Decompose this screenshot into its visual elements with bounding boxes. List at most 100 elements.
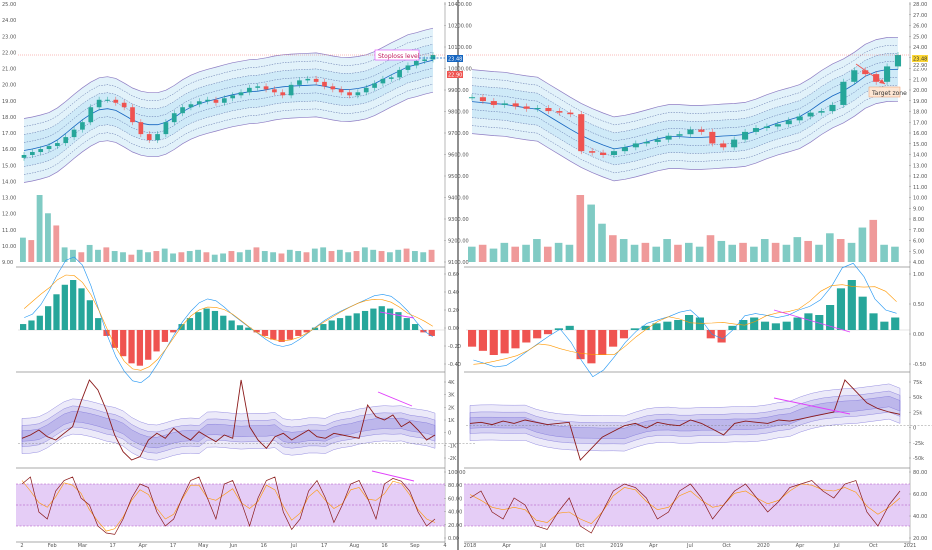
right-x-axis: 2018 Apr Jul Oct 2019 Apr Jul Oct 2020 Apr Jul Oct 2… bbox=[464, 543, 917, 549]
right-volume-bar bbox=[652, 246, 661, 262]
left-candle bbox=[238, 92, 244, 96]
right-macd-bar bbox=[565, 325, 574, 330]
right-candle bbox=[490, 101, 497, 105]
right-x-tick: 2018 bbox=[464, 543, 477, 549]
right-volume-bar bbox=[522, 244, 530, 262]
right-y-tick: 1.00 bbox=[913, 272, 924, 278]
left-candle bbox=[188, 104, 194, 108]
right-band-upper-1 bbox=[471, 45, 899, 126]
left-x-tick: Sep bbox=[410, 543, 419, 549]
left-stoch-d-line bbox=[21, 480, 436, 532]
left-candle bbox=[63, 137, 69, 144]
left-macd-bar bbox=[303, 330, 310, 333]
right-x-tick: 2019 bbox=[610, 543, 623, 549]
left-macd-bar bbox=[78, 288, 85, 330]
left-macd-bar bbox=[320, 324, 327, 330]
left-volume-bar bbox=[145, 252, 151, 262]
left-band-lower-1 bbox=[23, 83, 434, 175]
right-osc-band-0 bbox=[469, 383, 901, 452]
left-band-upper-3 bbox=[23, 51, 434, 143]
left-volume-bar bbox=[428, 249, 435, 262]
left-volume-bar bbox=[420, 252, 427, 262]
right-y-tick: 27.00 bbox=[913, 13, 927, 19]
right-macd-bar bbox=[815, 315, 824, 330]
right-macd-bar bbox=[543, 330, 553, 335]
left-macd-bar bbox=[395, 312, 402, 330]
left-x-tick: 16 bbox=[381, 543, 387, 549]
right-macd-bar bbox=[522, 330, 531, 343]
left-volume-bar bbox=[45, 213, 51, 262]
right-macd-bar bbox=[858, 296, 867, 330]
right-volume-bar bbox=[609, 235, 617, 262]
left-macd-axis: 0.60 0.40 0.20 0.00 -0.20 -0.40 bbox=[444, 272, 461, 368]
left-x-tick: 17 bbox=[170, 543, 176, 549]
right-y-tick: 16.00 bbox=[913, 131, 927, 137]
right-candle bbox=[829, 104, 836, 112]
right-candle bbox=[894, 55, 902, 67]
left-macd-fast-line bbox=[24, 256, 433, 384]
left-y-tick: 60.00 bbox=[448, 496, 462, 502]
left-inner-y-tick: 18.00 bbox=[2, 115, 16, 121]
right-volume-bar bbox=[695, 246, 704, 262]
right-macd-bar bbox=[760, 321, 770, 330]
left-inner-y-tick: 14.00 bbox=[2, 179, 16, 185]
right-macd-bar bbox=[511, 330, 520, 349]
left-osc-trend-line bbox=[377, 391, 413, 407]
left-x-tick: 17 bbox=[109, 543, 115, 549]
right-volume-bar bbox=[674, 244, 682, 262]
left-macd-bar bbox=[203, 308, 210, 330]
right-macd-bar bbox=[468, 330, 477, 347]
right-band-lower-1 bbox=[471, 93, 899, 174]
right-volume-bar bbox=[685, 242, 693, 262]
right-y-tick: 50k bbox=[913, 395, 922, 401]
right-mid-line bbox=[471, 68, 899, 150]
left-volume-bar bbox=[61, 247, 68, 262]
right-candle bbox=[621, 147, 628, 152]
right-volume-panel bbox=[468, 195, 899, 262]
left-y-tick: 10100.00 bbox=[448, 45, 472, 51]
right-macd-panel: 1.00 0.50 0.00 -0.50 bbox=[466, 262, 926, 378]
left-candle bbox=[338, 89, 344, 93]
left-inner-y-tick: 25.00 bbox=[2, 2, 16, 8]
right-macd-bar bbox=[826, 305, 835, 330]
left-macd-bar bbox=[428, 330, 435, 336]
right-macd-bar bbox=[706, 330, 715, 339]
left-candle bbox=[121, 102, 127, 108]
left-candle bbox=[330, 86, 336, 90]
left-inner-y-tick: 15.00 bbox=[2, 163, 16, 169]
left-candle bbox=[380, 78, 386, 84]
left-volume-bar bbox=[286, 249, 293, 262]
left-macd-bar bbox=[61, 284, 68, 330]
right-x-tick: Apr bbox=[502, 543, 512, 549]
right-tag-1-bg bbox=[912, 55, 928, 62]
right-y-tick: 18.00 bbox=[913, 110, 927, 116]
left-volume-bar bbox=[253, 247, 260, 262]
left-volume-panel bbox=[20, 195, 435, 262]
left-macd-bar bbox=[278, 330, 285, 342]
right-price-axis: 28.0027.0026.0025.0024.0023.0022.0021.00… bbox=[909, 2, 927, 266]
left-volume-bar bbox=[370, 249, 377, 262]
left-volume-bar bbox=[245, 249, 252, 262]
left-y-tick: 9400.00 bbox=[448, 196, 469, 202]
left-stoch-trend-line bbox=[371, 470, 415, 482]
right-y-tick: -50k bbox=[913, 456, 924, 462]
left-volume-bar bbox=[345, 252, 352, 262]
right-candle bbox=[720, 143, 727, 148]
right-volume-bar bbox=[565, 244, 574, 262]
left-y-tick: 9700.00 bbox=[448, 131, 469, 137]
left-volume-bar bbox=[328, 251, 335, 262]
right-y-tick: 28.00 bbox=[913, 2, 927, 8]
left-y-tick: 10400.00 bbox=[448, 2, 472, 8]
left-macd-bar bbox=[261, 330, 269, 336]
right-y-tick: 24.00 bbox=[913, 45, 927, 51]
left-osc-line bbox=[21, 379, 436, 461]
right-oscillator-panel: 75k 50k 25k 0 -25k -50k bbox=[466, 379, 932, 462]
right-candle bbox=[709, 131, 716, 144]
left-candle bbox=[230, 95, 236, 99]
left-volume-bar bbox=[111, 251, 118, 262]
right-macd-bar bbox=[478, 330, 487, 351]
right-band-lower-2 bbox=[471, 85, 899, 166]
right-macd-bar bbox=[500, 330, 509, 354]
right-y-tick: 7.00 bbox=[913, 228, 924, 234]
